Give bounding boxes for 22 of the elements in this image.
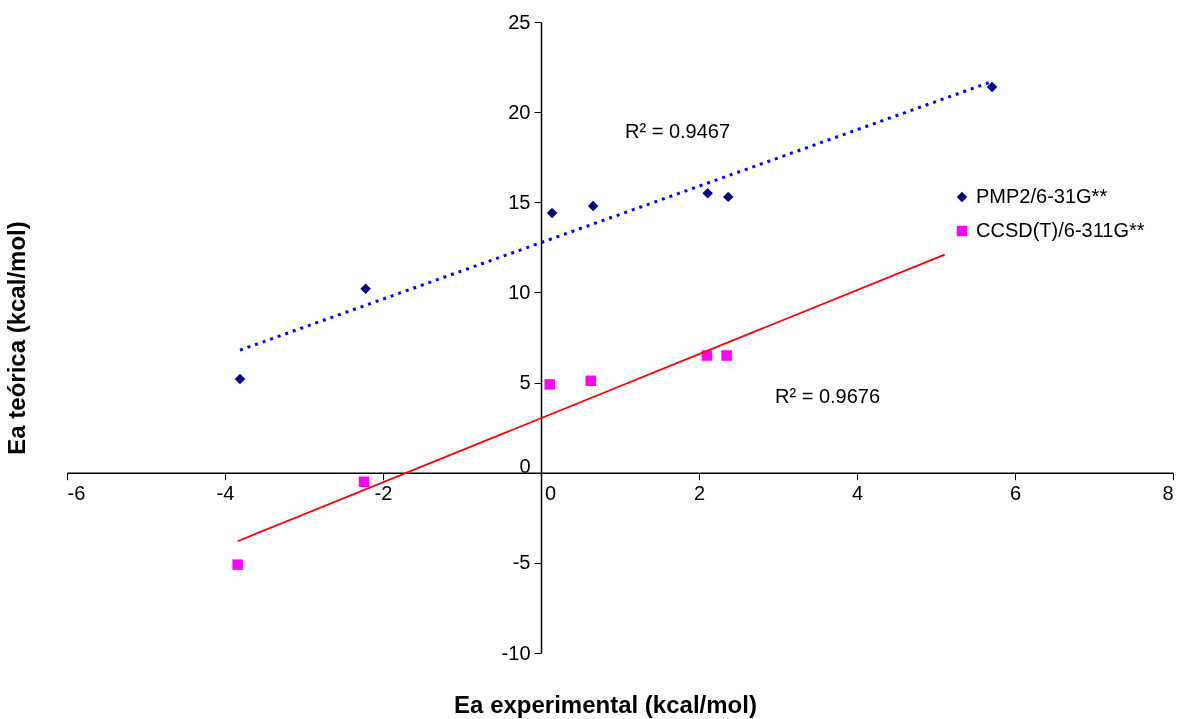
y-tick-label: 5 <box>519 371 531 394</box>
x-tick-label: -2 <box>374 482 393 505</box>
y-tick-label: 20 <box>508 100 531 123</box>
y-axis-title: Ea teórica (kcal/mol) <box>2 221 30 455</box>
y-tick-label: 25 <box>508 10 531 33</box>
x-tick-label: 4 <box>851 482 864 505</box>
x-tick-label: 0 <box>544 482 557 505</box>
annotation: R² = 0.9676 <box>775 385 881 407</box>
x-tick-label: -4 <box>216 482 235 505</box>
x-tick-label: -6 <box>67 482 86 505</box>
legend-label: PMP2/6-31G** <box>976 185 1108 207</box>
x-tick-label: 2 <box>693 482 706 505</box>
x-axis-title: Ea experimental (kcal/mol) <box>454 690 757 718</box>
y-tick-label: 10 <box>508 280 531 303</box>
y-tick-label: 15 <box>508 190 531 213</box>
x-tick-label: 8 <box>1162 482 1174 505</box>
legend-label: CCSD(T)/6-311G** <box>976 219 1145 241</box>
y-tick-label: -10 <box>501 641 531 664</box>
y-tick-label: -5 <box>512 551 531 574</box>
y-tick-label: 0 <box>519 455 531 478</box>
x-tick-label: 6 <box>1009 482 1022 505</box>
annotation: R² = 0.9467 <box>625 120 731 142</box>
